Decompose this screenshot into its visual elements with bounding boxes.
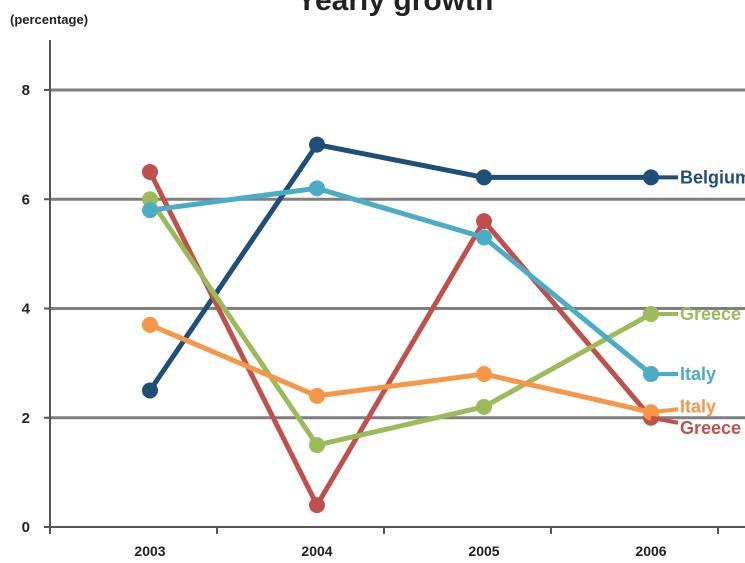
axes xyxy=(44,40,745,534)
x-tick-label: 2003 xyxy=(134,543,165,559)
series-line xyxy=(147,322,654,415)
y-tick-label: 0 xyxy=(22,519,30,536)
series-0 xyxy=(142,136,659,399)
x-tick-label: 2004 xyxy=(301,543,332,559)
data-point xyxy=(476,366,492,383)
data-point xyxy=(309,387,325,404)
y-axis-ticks: 0 2 4 6 8 xyxy=(22,82,31,536)
data-point xyxy=(309,497,325,514)
series-2 xyxy=(142,191,659,454)
data-point xyxy=(476,213,492,230)
series-label: Greece xyxy=(680,304,741,324)
data-point xyxy=(142,382,158,399)
data-point xyxy=(309,136,325,153)
series-4 xyxy=(142,316,659,421)
y-tick-label: 8 xyxy=(22,82,30,99)
data-point xyxy=(476,398,492,415)
data-point xyxy=(476,229,492,246)
series-3 xyxy=(142,180,659,383)
chart-title: Yearly growth xyxy=(297,0,494,17)
series-label: Italy xyxy=(680,364,716,384)
data-point xyxy=(476,169,492,186)
label-leader xyxy=(650,407,679,415)
y-tick-label: 6 xyxy=(22,191,30,208)
label-leader xyxy=(650,415,679,425)
series-label: Italy xyxy=(680,396,716,416)
series-line xyxy=(147,196,654,448)
x-tick-label: 2006 xyxy=(635,543,666,559)
y-tick-label: 4 xyxy=(22,301,31,318)
data-point xyxy=(142,163,158,180)
series-lines xyxy=(142,136,659,514)
data-point xyxy=(142,316,158,333)
data-point xyxy=(309,180,325,197)
y-tick-label: 2 xyxy=(22,410,30,427)
data-point xyxy=(142,202,158,219)
series-line xyxy=(147,142,654,393)
data-point xyxy=(309,437,325,454)
y-axis-unit-label: (percentage) xyxy=(10,12,88,27)
x-axis-ticks: 2003 2004 2005 2006 xyxy=(134,543,666,559)
series-label: Belgium xyxy=(680,167,745,187)
series-label: Greece xyxy=(680,418,741,438)
x-tick-label: 2005 xyxy=(468,543,499,559)
series-line xyxy=(147,185,654,377)
series-line xyxy=(147,169,654,508)
series-1 xyxy=(142,163,659,514)
